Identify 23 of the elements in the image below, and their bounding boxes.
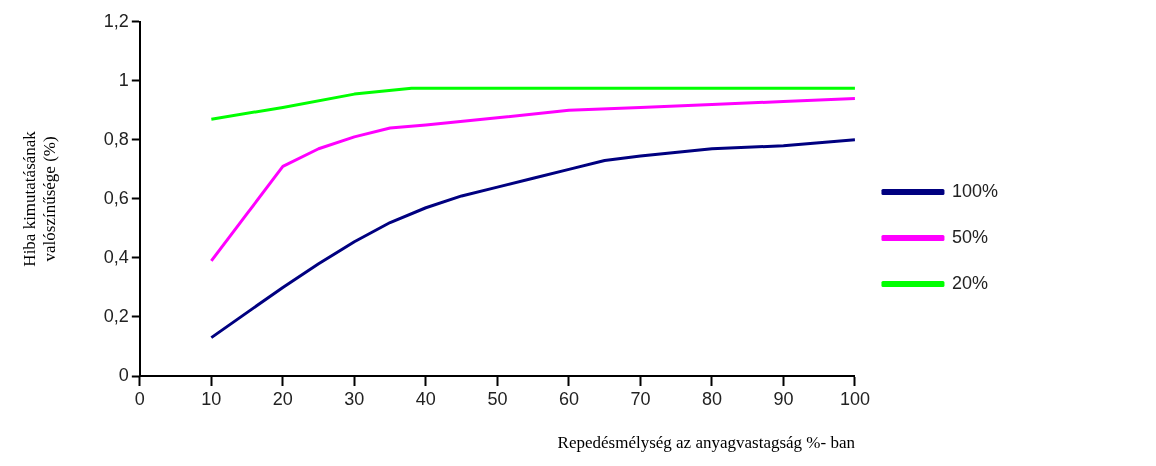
x-tick-label: 60 bbox=[558, 388, 579, 409]
x-axis-title: Repedésmélység az anyagvastagság %- ban bbox=[557, 433, 856, 453]
x-tick-label: 50 bbox=[487, 388, 508, 409]
legend-label: 100% bbox=[951, 180, 999, 201]
y-tick-label: 0,4 bbox=[103, 246, 129, 267]
x-tick-label: 10 bbox=[201, 388, 222, 409]
x-tick-label: 70 bbox=[630, 388, 651, 409]
y-tick-label: 0,6 bbox=[103, 187, 129, 208]
x-tick-label: 90 bbox=[773, 388, 794, 409]
y-axis-title: Hiba kimutatásának valószínűsége (%) bbox=[19, 130, 60, 267]
x-tick-label: 0 bbox=[134, 388, 145, 409]
legend-label: 20% bbox=[951, 272, 988, 293]
y-tick-label: 1,2 bbox=[103, 10, 129, 31]
y-tick-label: 0,8 bbox=[103, 128, 129, 149]
x-tick-label: 40 bbox=[415, 388, 436, 409]
x-tick-label: 20 bbox=[272, 388, 293, 409]
x-tick-label: 100 bbox=[839, 388, 870, 409]
x-tick-label: 30 bbox=[344, 388, 365, 409]
y-tick-label: 0,2 bbox=[103, 305, 129, 326]
legend-label: 50% bbox=[951, 226, 988, 247]
y-tick-label: 0 bbox=[118, 364, 129, 385]
x-tick-label: 80 bbox=[701, 388, 722, 409]
y-tick-label: 1 bbox=[118, 69, 129, 90]
